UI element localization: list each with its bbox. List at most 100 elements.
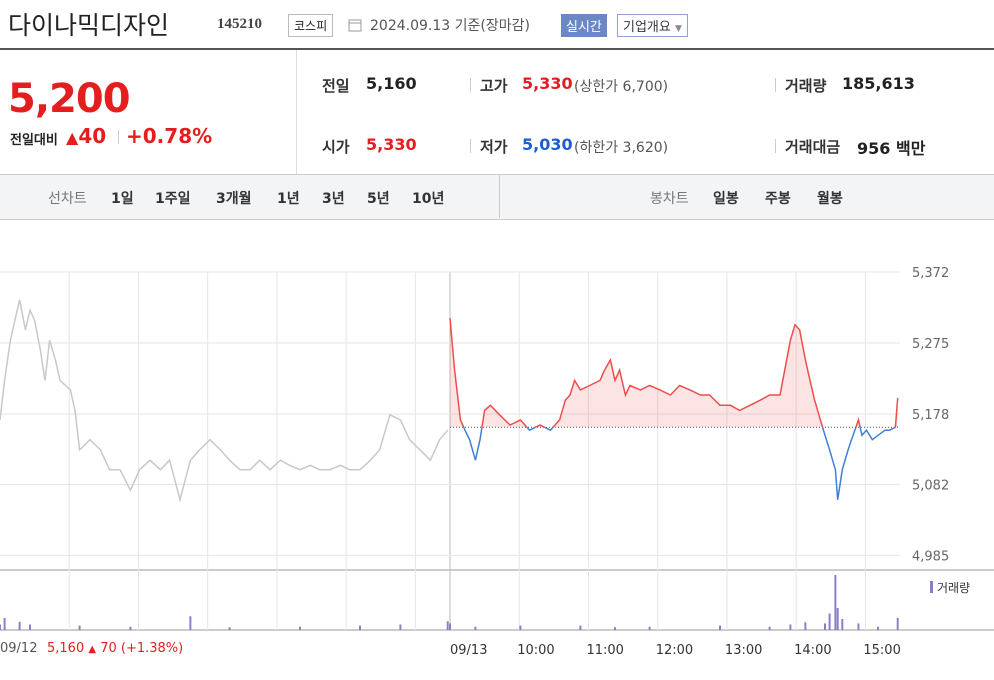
stat-value: 5,160 [366,74,417,93]
y-tick-label: 5,082 [912,478,949,493]
volume-bar [359,625,361,630]
volume-bar [129,626,132,630]
stock-name: 다이나믹디자인 [8,11,170,40]
change-value: 40 [78,124,107,148]
prev-rate: (+1.38%) [120,641,184,656]
period-tab[interactable]: 1년 [277,191,300,207]
separator [775,78,776,92]
separator [470,139,471,153]
line-chart-label: 선차트 [48,191,87,207]
price-line [0,299,449,503]
candle-tab[interactable]: 월봉 [817,191,843,207]
candle-tab[interactable]: 일봉 [713,191,739,207]
change-rate: +0.78% [126,124,213,148]
volume-bar [719,625,721,630]
x-tick-label: 12:00 [656,643,693,658]
volume-bar [804,622,807,630]
y-tick-label: 5,275 [912,337,949,352]
volume-bar [474,626,477,630]
period-tab[interactable]: 10년 [412,191,445,207]
y-tick-label: 5,372 [912,266,949,281]
x-tick-label: 15:00 [863,643,900,658]
legend-label: 거래량 [937,581,970,595]
volume-bar [877,626,880,630]
up-area [450,318,898,428]
volume-bar [78,625,81,630]
volume-bar [189,616,192,630]
volume-bar [824,623,826,630]
stat-value: 5,330 [366,135,417,154]
volume-bar [519,625,522,630]
volume-bar [228,627,231,630]
current-price: 5,200 [8,76,131,122]
x-tick-label: 10:00 [517,643,554,658]
stat-label: 시가 [322,138,350,156]
prev-change: 70 [100,641,117,656]
chart: 5,372 5,275 5,178 5,082 4,985 10:00 11:00 12:00… [0,266,994,658]
stat-note: (상한가 6,700) [574,79,669,95]
divider [499,174,500,218]
tab-bar [0,174,994,220]
candle-tab[interactable]: 주봉 [765,191,791,207]
change-label: 전일대비 [10,133,58,148]
volume-bar [0,624,1,630]
separator [775,139,776,153]
volume-bar [29,624,31,630]
volume-bar [828,613,831,630]
volume-bar [648,626,651,630]
prev-summary: 5,160 ▲ 70 (+1.38%) [47,641,184,656]
candle-chart-label: 봉차트 [650,191,689,207]
stat-label: 전일 [322,77,350,95]
stat-label: 거래대금 [785,138,841,156]
stat-label: 저가 [480,138,508,156]
volume-bar [399,624,402,630]
legend-swatch [930,581,933,593]
period-tab[interactable]: 1주일 [155,191,191,207]
separator [118,130,119,144]
volume-bar [446,621,449,630]
volume-bar [299,626,301,630]
x-tick-label: 09/13 [450,643,487,658]
volume-bar [834,575,837,630]
stat-value: 185,613 [842,74,915,93]
volume-bar [768,626,771,630]
volume-bar [614,627,616,630]
period-tab[interactable]: 3개월 [216,191,252,207]
volume-bar [841,619,844,630]
calendar-icon [348,19,362,32]
volume-bar [896,617,899,630]
separator [470,78,471,92]
stat-label: 고가 [480,77,508,95]
stat-value: 956 백만 [857,139,926,158]
volume-bar [579,625,582,630]
company-label: 기업개요 [623,20,671,35]
period-tab[interactable]: 3년 [322,191,345,207]
stat-value: 5,330 [522,74,573,93]
prev-close: 5,160 [47,641,85,656]
stat-value: 5,030 [522,135,573,154]
company-button[interactable]: 기업개요 ▼ [617,14,688,37]
realtime-button[interactable]: 실시간 [561,14,607,37]
volume-bar [836,608,839,630]
volume-bar [3,617,6,630]
x-tick-label: 14:00 [794,643,831,658]
period-tab[interactable]: 5년 [367,191,390,207]
change: ▲40 [66,124,107,148]
volume-bar [789,624,792,630]
stat-note: (하한가 3,620) [574,140,669,156]
market-badge: 코스피 [288,14,334,37]
stat-label: 거래량 [785,77,827,95]
divider [296,50,297,174]
prev-day-label: 09/12 [0,641,38,656]
volume-bar [18,621,21,630]
stock-code: 145210 [217,16,262,32]
period-tab[interactable]: 1일 [111,191,134,207]
y-tick-label: 5,178 [912,408,949,423]
volume-bar [449,623,451,630]
price-line-down [462,427,897,500]
price-line-up [449,318,899,428]
y-tick-label: 4,985 [912,549,949,564]
base-date: 2024.09.13 기준(장마감) [370,18,530,34]
volume-bar [857,623,860,630]
